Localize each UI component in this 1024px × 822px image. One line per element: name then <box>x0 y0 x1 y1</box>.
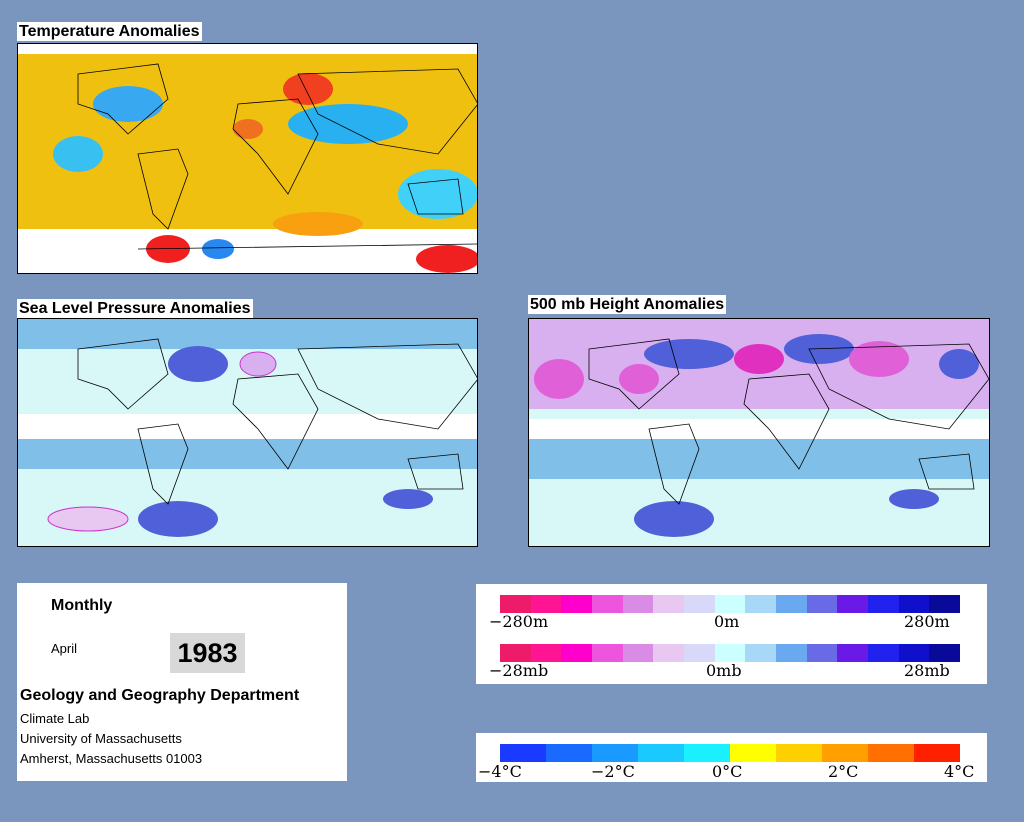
pressure-swatch <box>592 644 623 662</box>
pressure-min-label: −28mb <box>489 661 549 680</box>
temp-label-2: 2°C <box>828 762 859 781</box>
height-swatch <box>530 595 562 613</box>
temperature-swatch <box>638 744 684 762</box>
temp-label-0: 0°C <box>712 762 743 781</box>
temperature-swatch <box>914 744 960 762</box>
pressure-swatch <box>530 644 562 662</box>
pressure-swatch <box>561 644 593 662</box>
height-swatch <box>622 595 654 613</box>
pressure-swatch <box>868 644 899 662</box>
height-swatch <box>653 595 685 613</box>
height-min-label: −280m <box>489 612 549 631</box>
pressure-swatch <box>684 644 715 662</box>
frequency-label: Monthly <box>51 597 113 614</box>
pressure-swatch <box>500 644 531 662</box>
temp-label-minus4: −4°C <box>478 762 522 781</box>
pressure-swatch <box>714 644 746 662</box>
temperature-swatch <box>730 744 776 762</box>
height-swatch <box>714 595 746 613</box>
pressure-swatch <box>745 644 777 662</box>
year-label: 1983 <box>170 633 245 673</box>
height-anomaly-map <box>528 318 990 547</box>
temperature-swatch <box>546 744 592 762</box>
height-swatch <box>929 595 961 613</box>
height-swatch <box>898 595 930 613</box>
temperature-anomaly-map <box>17 43 478 274</box>
height-title: 500 mb Height Anomalies <box>528 295 727 314</box>
info-box: Monthly April 1983 Geology and Geography… <box>17 583 347 781</box>
temperature-legend: −4°C −2°C 0°C 2°C 4°C <box>476 733 987 782</box>
temperature-swatch <box>684 744 730 762</box>
height-color-bar <box>500 595 961 613</box>
sea-level-pressure-map <box>17 318 478 547</box>
pressure-mid-label: 0mb <box>706 661 742 680</box>
pressure-swatch <box>898 644 930 662</box>
height-mid-label: 0m <box>714 612 740 631</box>
temp-label-4: 4°C <box>944 762 975 781</box>
height-swatch <box>806 595 838 613</box>
temperature-swatch <box>822 744 868 762</box>
height-swatch <box>684 595 715 613</box>
temperature-swatch <box>868 744 914 762</box>
department-label: Geology and Geography Department <box>20 687 300 704</box>
pressure-swatch <box>776 644 807 662</box>
height-pressure-legend: −280m 0m 280m −28mb 0mb 28mb <box>476 584 987 684</box>
height-swatch <box>561 595 593 613</box>
temperature-swatch <box>592 744 638 762</box>
pressure-color-bar <box>500 644 961 662</box>
pressure-swatch <box>929 644 961 662</box>
pressure-swatch <box>837 644 869 662</box>
slp-title: Sea Level Pressure Anomalies <box>17 299 253 318</box>
pressure-swatch <box>622 644 654 662</box>
temperature-swatch <box>776 744 822 762</box>
height-swatch <box>745 595 777 613</box>
height-max-label: 280m <box>904 612 950 631</box>
temperature-swatch <box>500 744 546 762</box>
university-label: University of Massachusetts <box>20 731 182 746</box>
height-swatch <box>837 595 869 613</box>
pressure-swatch <box>653 644 685 662</box>
height-swatch <box>868 595 899 613</box>
temp-label-minus2: −2°C <box>591 762 635 781</box>
height-swatch <box>500 595 531 613</box>
temperature-title: Temperature Anomalies <box>17 22 202 41</box>
pressure-swatch <box>806 644 838 662</box>
month-label: April <box>51 641 78 656</box>
height-swatch <box>592 595 623 613</box>
lab-label: Climate Lab <box>20 711 90 726</box>
height-swatch <box>776 595 807 613</box>
pressure-max-label: 28mb <box>904 661 950 680</box>
temperature-color-bar <box>500 744 960 762</box>
address-label: Amherst, Massachusetts 01003 <box>20 751 203 766</box>
